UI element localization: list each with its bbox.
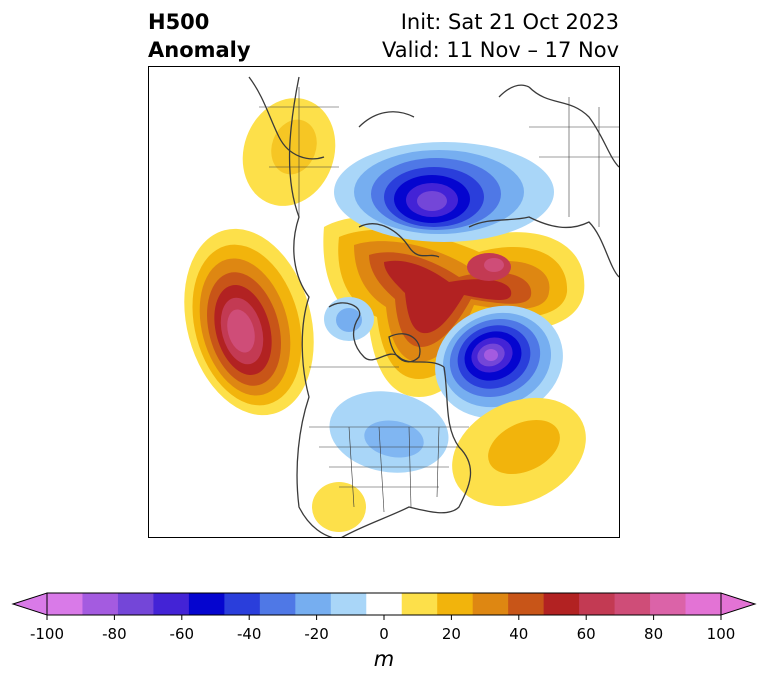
colorbar-cell (330, 593, 367, 615)
colorbar-cell (295, 593, 332, 615)
ridge-pacific (184, 228, 314, 416)
colorbar-cell (117, 593, 154, 615)
colorbar-cell (401, 593, 438, 615)
colorbar-tick-label: 100 (706, 625, 736, 643)
map-title: H500 Anomaly (148, 8, 251, 64)
colorbar-tick-label: 20 (441, 625, 461, 643)
map-panel (148, 66, 620, 538)
colorbar-ticks (46, 615, 722, 620)
colorbar-cell (47, 593, 83, 615)
init-date: Init: Sat 21 Oct 2023 (400, 10, 619, 34)
political-borders (259, 87, 619, 513)
colorbar-tick-label: 0 (379, 625, 389, 643)
valid-dates: Valid: 11 Nov – 17 Nov (382, 38, 619, 62)
trough-atlantic (435, 305, 563, 419)
map-dates: Init: Sat 21 Oct 2023 Valid: 11 Nov – 17… (382, 8, 619, 64)
colorbar-tick-label: -40 (236, 625, 262, 643)
anomaly-map (184, 76, 619, 537)
coastlines (248, 76, 619, 537)
colorbar-tick-label: -20 (304, 625, 329, 643)
colorbar-cell (685, 593, 722, 615)
colorbar-cell (82, 593, 119, 615)
ridge-southwest (312, 482, 366, 532)
colorbar-cell (259, 593, 296, 615)
colorbar-extend-low (11, 592, 48, 616)
colorbar-cell (614, 593, 651, 615)
colorbar-units: m (373, 647, 395, 671)
colorbar-cell (188, 593, 225, 615)
colorbar-extend-high (720, 592, 757, 616)
colorbar (11, 592, 757, 620)
colorbar-cell (224, 593, 261, 615)
colorbar-cell (579, 593, 616, 615)
title-field: Anomaly (148, 38, 251, 62)
colorbar-cells (47, 593, 722, 615)
colorbar-cell (366, 593, 403, 615)
colorbar-cell (543, 593, 580, 615)
colorbar-cell (437, 593, 474, 615)
colorbar-cell (650, 593, 687, 615)
colorbar-cell (472, 593, 509, 615)
colorbar-cell (153, 593, 190, 615)
ridge-arctic (323, 216, 585, 397)
colorbar-tick-label: -80 (102, 625, 127, 643)
colorbar-tick-label: -100 (29, 625, 65, 643)
trough-hudson (324, 297, 374, 341)
trough-north (334, 142, 554, 242)
title-variable: H500 (148, 10, 210, 34)
colorbar-tick-label: 80 (644, 625, 664, 643)
colorbar-tick-label: 40 (509, 625, 529, 643)
colorbar-cell (508, 593, 545, 615)
ridge-atlantic (452, 397, 586, 507)
colorbar-tick-label: -60 (169, 625, 195, 643)
colorbar-tick-label: 60 (576, 625, 596, 643)
